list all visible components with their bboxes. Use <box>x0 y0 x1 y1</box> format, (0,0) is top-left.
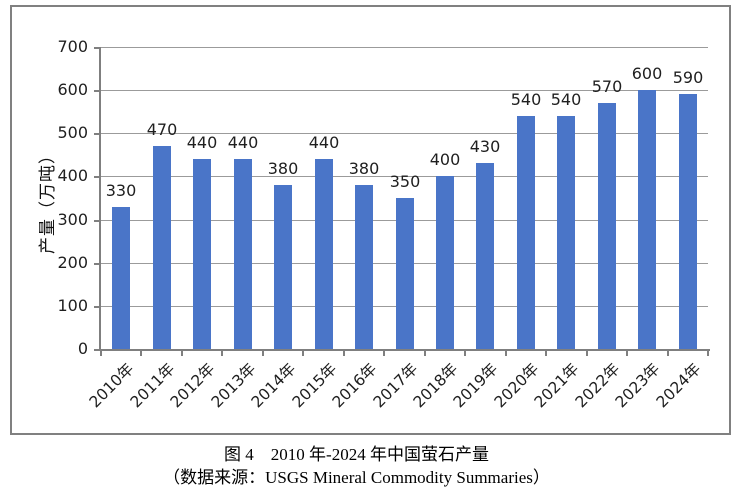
bar-value-label-2011年: 470 <box>146 120 178 139</box>
bar-2020年 <box>517 116 535 349</box>
bar-value-label-2020年: 540 <box>510 90 542 109</box>
x-axis-tick-6 <box>343 351 345 356</box>
y-axis-tick-200 <box>94 263 99 265</box>
y-axis-tick-label-100: 100 <box>57 296 88 315</box>
x-axis-line <box>99 349 710 351</box>
gridline-400 <box>101 176 708 177</box>
bar-2018年 <box>436 176 454 349</box>
bar-value-label-2014年: 380 <box>267 159 299 178</box>
bar-value-label-2024年: 590 <box>672 68 704 87</box>
x-axis-tick-13 <box>626 351 628 356</box>
bar-2012年 <box>193 159 211 349</box>
x-axis-tick-14 <box>667 351 669 356</box>
gridline-700 <box>101 47 708 48</box>
y-axis-tick-100 <box>94 306 99 308</box>
bar-value-label-2013年: 440 <box>227 133 259 152</box>
bar-value-label-2019年: 430 <box>469 137 501 156</box>
x-axis-tick-0 <box>100 351 102 356</box>
bar-2019年 <box>476 163 494 349</box>
bar-2023年 <box>638 90 656 349</box>
x-axis-tick-15 <box>707 351 709 356</box>
bar-value-label-2023年: 600 <box>631 64 663 83</box>
y-axis-tick-700 <box>94 47 99 49</box>
x-axis-tick-10 <box>505 351 507 356</box>
bar-2015年 <box>315 159 333 349</box>
y-axis-tick-label-400: 400 <box>57 166 88 185</box>
bar-value-label-2018年: 400 <box>429 150 461 169</box>
y-axis-tick-label-600: 600 <box>57 80 88 99</box>
x-axis-tick-12 <box>586 351 588 356</box>
bar-value-label-2010年: 330 <box>105 181 137 200</box>
bar-2016年 <box>355 185 373 349</box>
bar-value-label-2015年: 440 <box>308 133 340 152</box>
x-axis-tick-5 <box>302 351 304 356</box>
y-axis-tick-400 <box>94 176 99 178</box>
x-axis-tick-2 <box>181 351 183 356</box>
bar-2014年 <box>274 185 292 349</box>
bar-value-label-2021年: 540 <box>550 90 582 109</box>
bar-value-label-2012年: 440 <box>186 133 218 152</box>
y-axis-tick-label-300: 300 <box>57 210 88 229</box>
bar-value-label-2016年: 380 <box>348 159 380 178</box>
x-axis-tick-9 <box>464 351 466 356</box>
bar-2010年 <box>112 207 130 349</box>
gridline-600 <box>101 90 708 91</box>
y-axis-tick-500 <box>94 133 99 135</box>
y-axis-tick-label-700: 700 <box>57 37 88 56</box>
x-axis-tick-7 <box>383 351 385 356</box>
x-axis-tick-8 <box>424 351 426 356</box>
y-axis-tick-label-200: 200 <box>57 253 88 272</box>
bar-2022年 <box>598 103 616 349</box>
x-axis-tick-1 <box>140 351 142 356</box>
figure-source: （数据来源：USGS Mineral Commodity Summaries） <box>163 468 550 487</box>
bar-2013年 <box>234 159 252 349</box>
bar-2011年 <box>153 146 171 349</box>
y-axis-tick-label-0: 0 <box>77 339 88 358</box>
y-axis-tick-300 <box>94 220 99 222</box>
y-axis-tick-0 <box>94 349 99 351</box>
bar-2024年 <box>679 94 697 349</box>
bar-2017年 <box>396 198 414 349</box>
bar-value-label-2022年: 570 <box>591 77 623 96</box>
y-axis-tick-600 <box>94 90 99 92</box>
y-axis-line <box>99 47 101 351</box>
bar-2021年 <box>557 116 575 349</box>
gridline-500 <box>101 133 708 134</box>
figure-caption: 图 4 2010 年-2024 年中国萤石产量 <box>224 445 489 464</box>
y-axis-tick-label-500: 500 <box>57 123 88 142</box>
bar-value-label-2017年: 350 <box>389 172 421 191</box>
x-axis-tick-4 <box>262 351 264 356</box>
x-axis-tick-3 <box>221 351 223 356</box>
x-axis-tick-11 <box>545 351 547 356</box>
